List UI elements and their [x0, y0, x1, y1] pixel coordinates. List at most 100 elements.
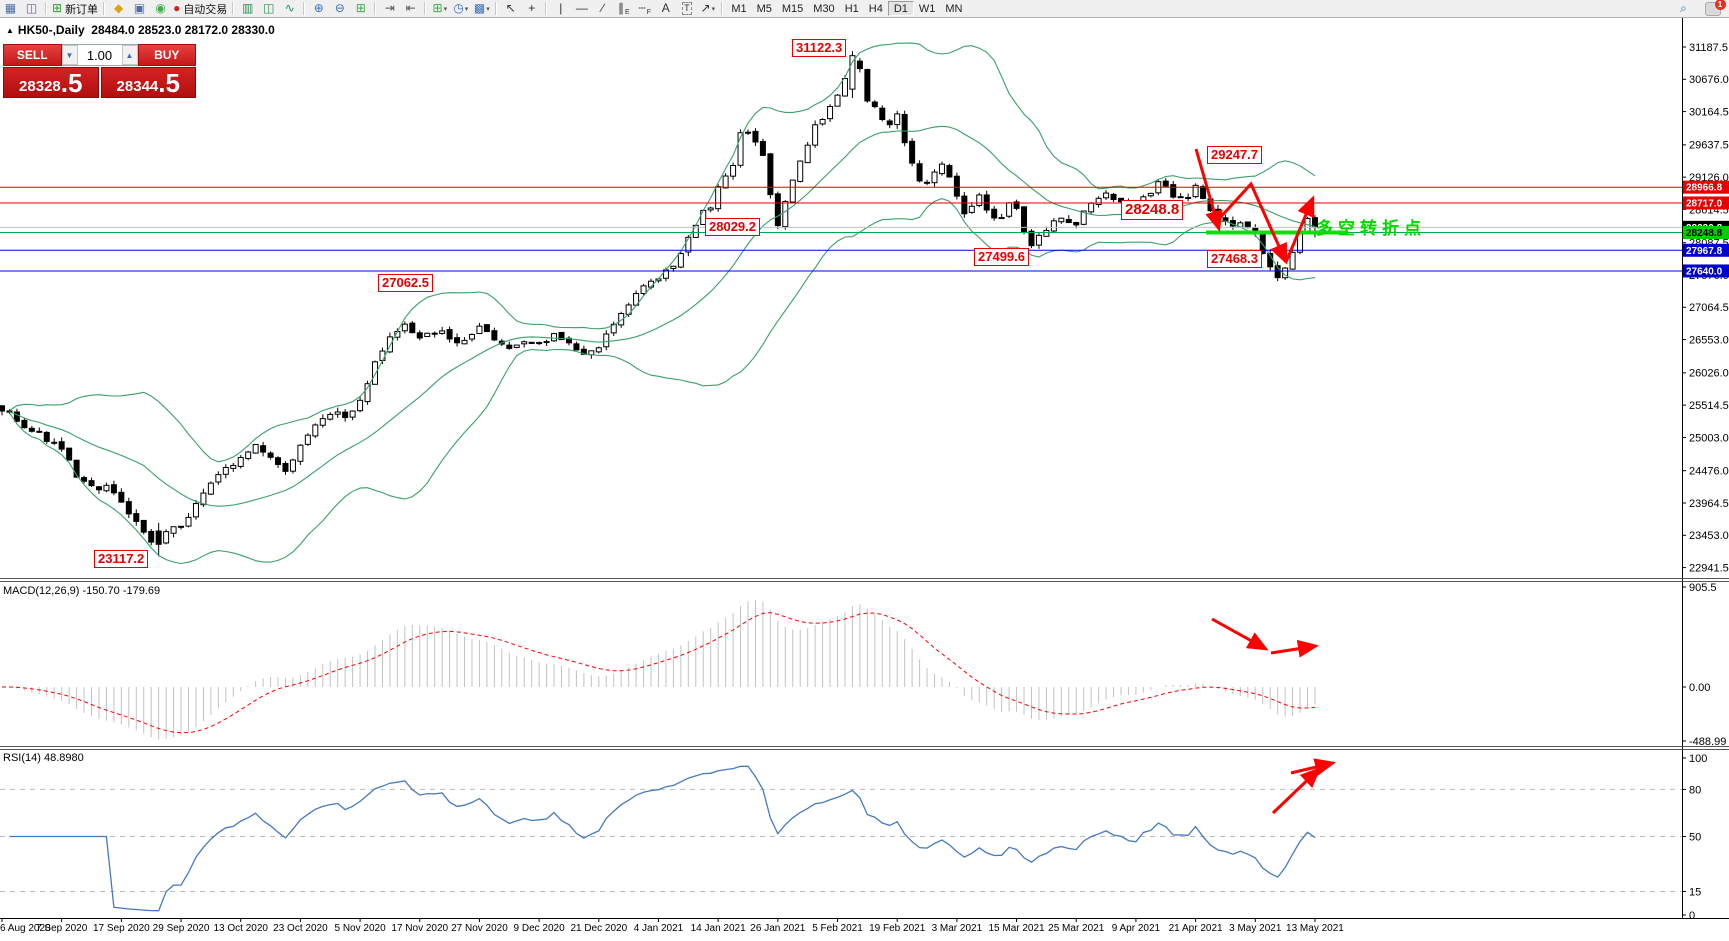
buy-price[interactable]: 28344.5: [100, 67, 196, 98]
svg-text:15: 15: [1689, 886, 1701, 898]
drawn-arrow[interactable]: [1284, 195, 1315, 263]
bar-chart-icon[interactable]: ▥: [237, 1, 258, 16]
svg-text:24476.0: 24476.0: [1689, 466, 1729, 478]
drawn-arrow[interactable]: [1270, 639, 1319, 658]
tile-windows-icon[interactable]: ⊞: [350, 1, 371, 16]
timeframe-button-m5[interactable]: M5: [756, 2, 772, 15]
drawn-arrow[interactable]: [1215, 181, 1288, 265]
svg-text:23453.0: 23453.0: [1689, 530, 1729, 542]
cursor-icon[interactable]: ↖: [500, 1, 521, 16]
zoom-in-icon[interactable]: ⊕: [308, 1, 329, 16]
periods-icon[interactable]: ◷ ▾: [450, 1, 471, 16]
new-order-button-label: 新订单: [65, 3, 99, 16]
svg-text:6 Aug 2020: 6 Aug 2020: [0, 923, 51, 934]
rsi-pane[interactable]: [0, 765, 1682, 912]
turning-point-annotation[interactable]: 多空转折点: [1316, 219, 1426, 238]
price-callout-label[interactable]: 27062.5: [378, 274, 433, 292]
dropdown-arrow-icon[interactable]: ▾: [711, 5, 716, 13]
svg-text:23964.5: 23964.5: [1689, 498, 1729, 510]
shapes-icon: ↗: [700, 1, 711, 15]
price-callout-label[interactable]: 28029.2: [705, 218, 760, 236]
data-window-icon[interactable]: ◫: [21, 1, 42, 16]
indicators-icon[interactable]: ⊞ ▾: [429, 1, 450, 16]
svg-text:21 Apr 2021: 21 Apr 2021: [1169, 923, 1223, 934]
new-order-button[interactable]: ⊞ 新订单: [50, 1, 100, 16]
pane-separators[interactable]: [0, 578, 1729, 919]
drawn-annotations[interactable]: [1194, 148, 1348, 815]
drawn-arrow[interactable]: [1290, 758, 1336, 776]
toolbar-separator: [374, 2, 377, 15]
toolbar-separator: [721, 2, 724, 15]
timeframe-button-w1[interactable]: W1: [918, 2, 936, 15]
trendline-icon[interactable]: ∕: [592, 1, 613, 16]
volume-increase-button[interactable]: ▲: [121, 45, 138, 65]
buy-button[interactable]: BUY: [137, 44, 196, 66]
svg-text:9 Dec 2020: 9 Dec 2020: [514, 923, 566, 934]
rsi-line: [9, 765, 1316, 912]
volume-decrease-button[interactable]: ▼: [61, 45, 78, 65]
fibonacci-icon[interactable]: ┄ F: [634, 1, 655, 16]
svg-text:15 Mar 2021: 15 Mar 2021: [988, 923, 1045, 934]
horizontal-line-icon[interactable]: —: [571, 1, 592, 16]
svg-text:14 Jan 2021: 14 Jan 2021: [691, 923, 746, 934]
notifications-button[interactable]: 1: [1702, 0, 1726, 16]
timeframe-button-d1[interactable]: D1: [887, 1, 914, 16]
line-chart-icon[interactable]: ∿: [279, 1, 300, 16]
navigator-icon[interactable]: ▣: [129, 1, 150, 16]
price-callout-label[interactable]: 23117.2: [94, 550, 149, 568]
svg-text:25 Mar 2021: 25 Mar 2021: [1048, 923, 1105, 934]
zoom-out-icon[interactable]: ⊖: [329, 1, 350, 16]
svg-text:9 Apr 2021: 9 Apr 2021: [1112, 923, 1161, 934]
collapse-triangle-icon[interactable]: ▲: [6, 26, 14, 35]
drawn-arrow[interactable]: [1271, 766, 1322, 815]
svg-text:31187.5: 31187.5: [1689, 42, 1728, 54]
volume-input[interactable]: [77, 45, 122, 65]
drawn-arrow[interactable]: [1211, 617, 1269, 651]
search-icon[interactable]: ⌕: [1673, 1, 1694, 16]
svg-text:50: 50: [1689, 831, 1701, 843]
timeframe-button-m1[interactable]: M1: [731, 2, 747, 15]
candlestick-chart-icon[interactable]: ◫: [258, 1, 279, 16]
timeframe-button-h4[interactable]: H4: [868, 2, 883, 15]
main-pane[interactable]: [0, 42, 1682, 565]
price-callout-label[interactable]: 27468.3: [1207, 250, 1262, 268]
price-callout-label[interactable]: 28248.8: [1121, 200, 1184, 220]
macd-pane[interactable]: [2, 599, 1316, 740]
price-callout-label[interactable]: 29247.7: [1207, 146, 1262, 164]
timeframe-button-mn[interactable]: MN: [945, 2, 963, 15]
horizontal-level-lines[interactable]: [0, 186, 1682, 272]
autotrading-icon: ●: [173, 1, 181, 15]
templates-icon[interactable]: ▩ ▾: [471, 1, 492, 16]
timeframe-button-h1[interactable]: H1: [844, 2, 859, 15]
svg-text:3 May 2021: 3 May 2021: [1229, 923, 1282, 934]
dropdown-arrow-icon[interactable]: ▾: [464, 5, 469, 13]
svg-text:28966.8: 28966.8: [1686, 183, 1723, 194]
autotrading-button[interactable]: ● 自动交易: [171, 1, 229, 16]
signal-icon[interactable]: ◉: [150, 1, 171, 16]
vertical-line-icon[interactable]: |: [550, 1, 571, 16]
text-label-icon[interactable]: T: [676, 1, 697, 16]
timeframe-button-m15[interactable]: M15: [781, 2, 804, 15]
chart-window-icon[interactable]: ▦: [0, 1, 21, 16]
drawn-arrow[interactable]: [1194, 148, 1223, 232]
text-icon[interactable]: A: [655, 1, 676, 16]
sell-price[interactable]: 28328.5: [3, 67, 99, 98]
sell-price-main: 28328: [19, 78, 61, 95]
auto-scroll-icon[interactable]: ⇥: [379, 1, 400, 16]
timeframe-button-m30[interactable]: M30: [813, 2, 835, 15]
channel-icon[interactable]: ∥ E: [613, 1, 634, 16]
svg-text:28717.0: 28717.0: [1686, 198, 1723, 209]
dropdown-arrow-icon[interactable]: ▾: [486, 5, 490, 13]
shapes-icon[interactable]: ↗ ▾: [697, 1, 718, 16]
chart-shift-icon[interactable]: ⇤: [400, 1, 421, 16]
market-watch-icon[interactable]: ◆: [108, 1, 129, 16]
price-callout-label[interactable]: 31122.3: [792, 39, 847, 57]
dropdown-arrow-icon[interactable]: ▾: [443, 5, 448, 13]
sell-button[interactable]: SELL: [3, 44, 62, 66]
price-callout-label[interactable]: 27499.6: [974, 248, 1029, 266]
crosshair-icon[interactable]: +: [521, 1, 542, 16]
svg-text:905.5: 905.5: [1689, 582, 1717, 594]
